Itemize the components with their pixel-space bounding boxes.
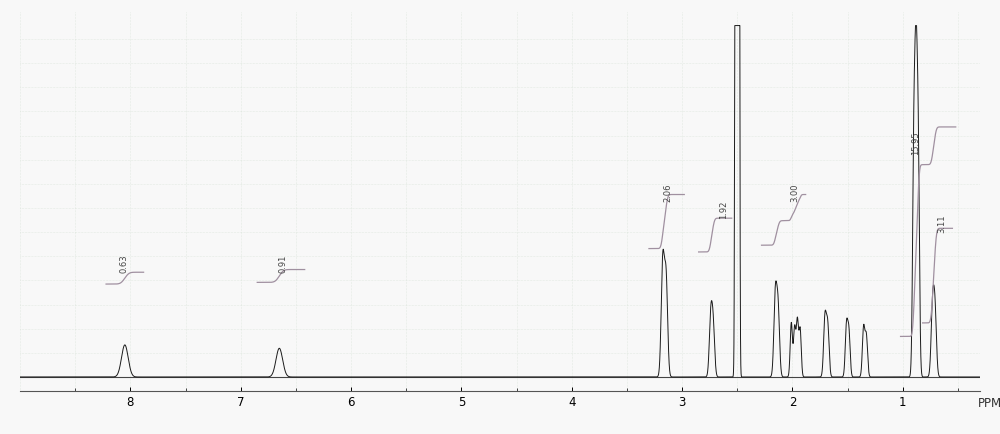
Text: PPM: PPM — [978, 396, 1000, 409]
Text: 2.06: 2.06 — [663, 183, 672, 202]
Text: 15.95: 15.95 — [912, 131, 920, 155]
Text: 3.11: 3.11 — [937, 214, 946, 232]
Text: 0.91: 0.91 — [278, 254, 287, 273]
Text: 0.63: 0.63 — [119, 254, 128, 273]
Text: 3.00: 3.00 — [790, 183, 799, 202]
Text: 1.92: 1.92 — [720, 201, 728, 219]
